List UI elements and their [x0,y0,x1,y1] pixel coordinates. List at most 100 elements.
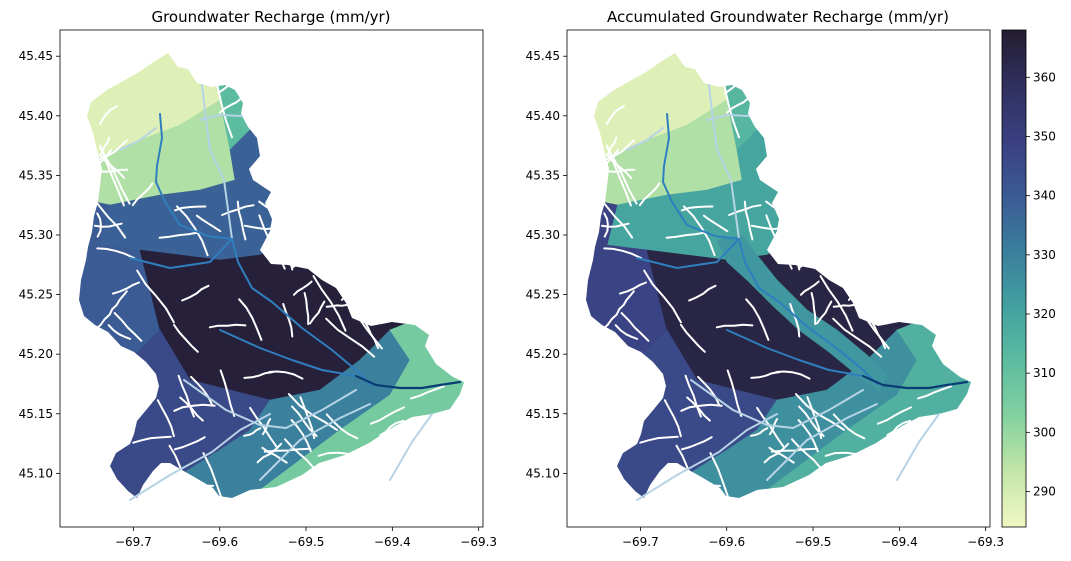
minor-stream [810,292,817,326]
minor-stream [217,74,244,94]
x-tick-label: −69.5 [795,535,832,549]
y-tick-label: 45.25 [19,288,53,302]
x-tick-label: −69.7 [622,535,659,549]
minor-stream [96,212,102,238]
accumulated-recharge-map [586,53,971,519]
minor-stream [258,200,292,227]
minor-stream [294,104,326,116]
x-tick-label: −69.5 [288,535,325,549]
minor-stream [791,438,822,469]
minor-stream [606,105,625,125]
minor-stream [284,438,315,469]
minor-stream [620,312,650,342]
minor-stream [750,371,781,379]
y-tick-label: 45.40 [19,109,53,123]
minor-stream [832,303,856,308]
minor-stream [816,300,833,325]
minor-stream [243,427,262,437]
x-tick-label: −69.6 [708,535,745,549]
minor-stream [688,284,717,302]
minor-stream [258,214,286,270]
minor-stream [619,281,647,295]
minor-stream [638,182,661,207]
minor-stream [867,273,907,286]
minor-stream [303,292,310,326]
minor-stream [370,406,405,425]
minor-stream [797,419,819,453]
minor-stream [606,139,635,161]
minor-stream [136,269,175,324]
tributary-stream [119,127,157,151]
minor-stream [728,204,762,216]
minor-stream [745,298,770,341]
minor-stream [195,214,222,233]
minor-stream [353,308,383,350]
x-tick-label: −69.4 [881,535,918,549]
minor-stream [181,484,215,495]
minor-stream [702,214,729,233]
minor-stream [340,281,363,301]
colorbar-tick-label: 300 [1033,425,1056,439]
y-tick-label: 45.35 [526,168,560,182]
y-tick-label: 45.10 [526,466,560,480]
minor-stream [99,105,118,125]
minor-stream [726,369,743,417]
minor-stream [317,451,363,457]
right-axes-frame [566,29,991,528]
y-tick-label: 45.15 [19,407,53,421]
minor-stream [643,269,682,324]
minor-stream [384,468,395,506]
y-tick-label: 45.30 [19,228,53,242]
minor-stream [219,369,236,417]
minor-stream [290,419,312,453]
minor-stream [243,224,284,231]
region-main-channel [716,234,888,393]
minor-stream [132,435,172,444]
minor-stream [79,338,117,391]
tributary-stream [690,379,864,429]
minor-stream [181,284,210,302]
minor-stream [307,65,354,79]
y-tick-label: 45.30 [526,228,560,242]
colorbar-gradient [1001,29,1027,528]
minor-stream [208,323,247,329]
minor-stream [756,406,785,448]
minor-stream [801,104,833,116]
y-tick-label: 45.20 [526,347,560,361]
minor-stream [398,311,444,317]
main-stream [219,329,357,377]
minor-stream [750,224,791,231]
minor-stream [743,200,754,241]
minor-stream [99,153,126,179]
minor-stream [173,436,206,451]
tributary-stream [626,127,664,151]
minor-stream [111,290,128,310]
minor-stream [268,370,304,380]
minor-stream [847,281,870,301]
minor-stream [788,230,801,271]
minor-stream [156,399,175,438]
minor-stream [168,444,189,491]
minor-stream [720,68,740,139]
colorbar-tick-label: 350 [1033,130,1056,144]
minor-stream [709,452,738,519]
left-axis-ticks: −69.7 −69.6 −69.5 −69.4 −69.3 45.10 45.15 45.20… [19,49,497,549]
minor-stream [614,324,639,340]
y-tick-label: 45.45 [526,49,560,63]
y-tick-label: 45.10 [19,466,53,480]
minor-stream [832,317,883,358]
minor-stream [765,214,793,270]
minor-stream [221,204,255,216]
minor-stream [281,230,294,271]
minor-stream [814,65,861,79]
colorbar: 290 300 310 320 330 340 350 360 [1001,29,1056,528]
tributary-stream [199,114,243,121]
minor-stream [603,247,643,260]
colorbar-tick-label: 290 [1033,485,1056,499]
minor-stream [131,182,154,207]
minor-stream [639,435,679,444]
minor-stream [606,136,618,158]
minor-stream [238,298,263,341]
left-axes-frame [59,29,484,528]
